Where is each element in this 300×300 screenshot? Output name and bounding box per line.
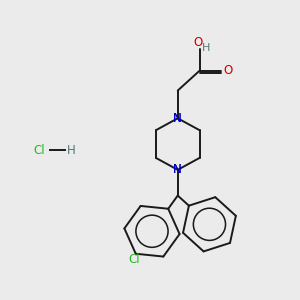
- Text: N: N: [173, 112, 182, 125]
- Text: Cl: Cl: [128, 253, 140, 266]
- Text: N: N: [173, 163, 182, 176]
- Text: Cl: Cl: [33, 143, 45, 157]
- Text: N: N: [173, 112, 182, 125]
- Text: N: N: [173, 163, 182, 176]
- Text: O: O: [224, 64, 233, 77]
- Text: H: H: [68, 143, 76, 157]
- Text: H: H: [202, 43, 211, 53]
- Text: O: O: [193, 35, 202, 49]
